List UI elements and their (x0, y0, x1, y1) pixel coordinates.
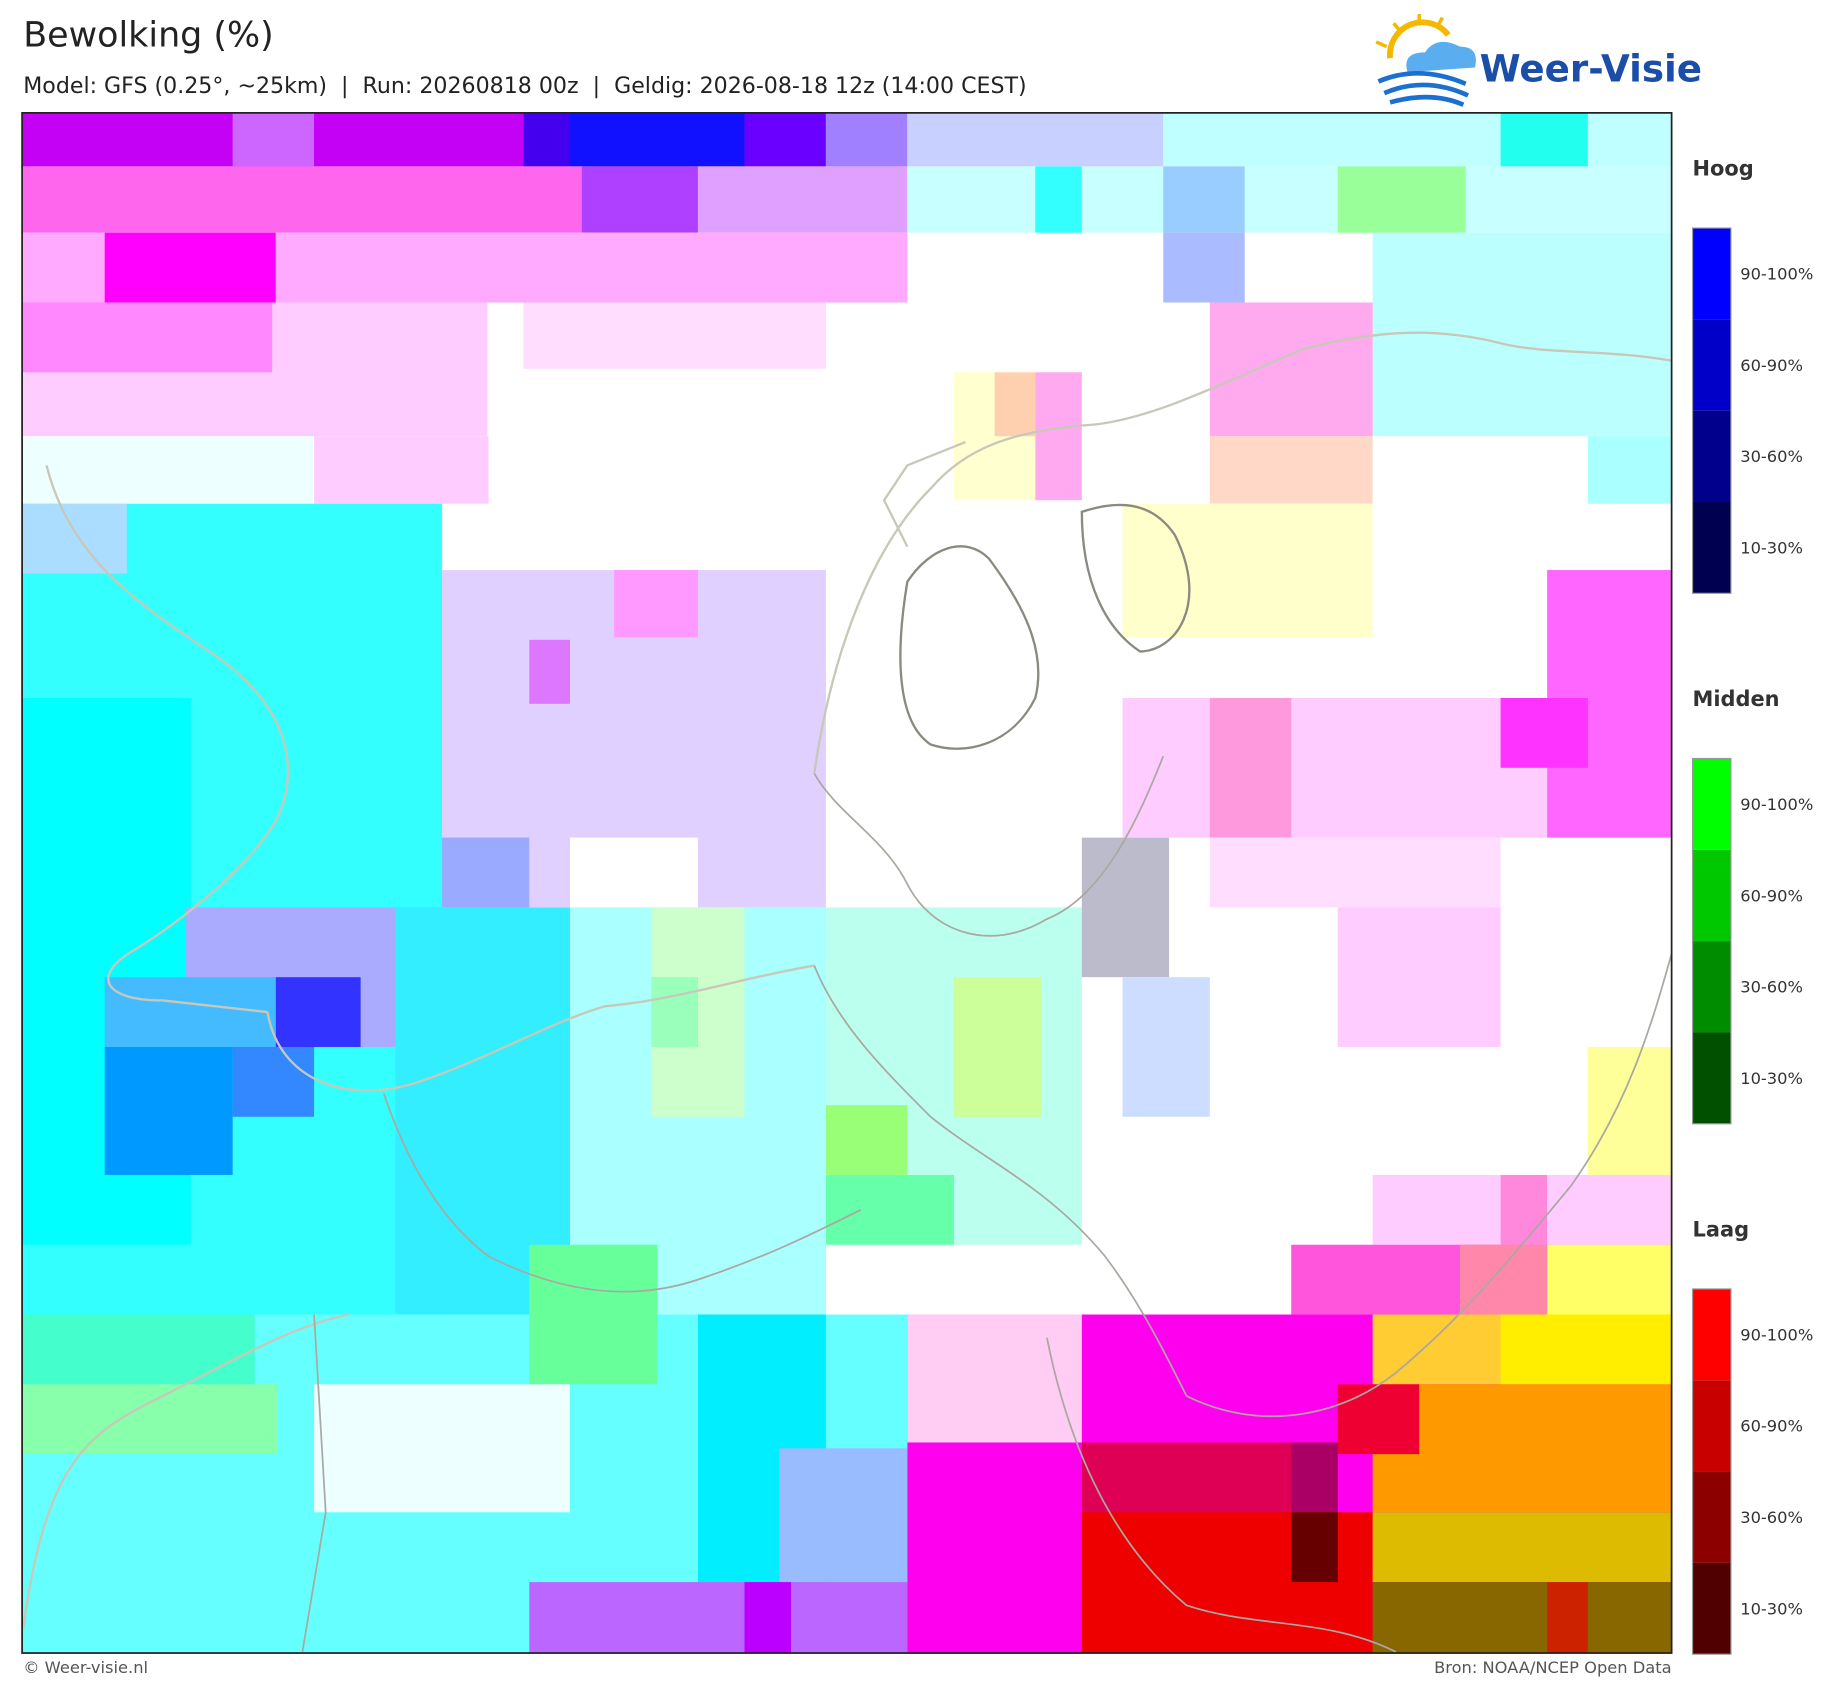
footer-left: © Weer-visie.nl (23, 1658, 148, 1677)
legend-swatch (1692, 758, 1731, 850)
legend-swatch (1692, 1562, 1731, 1655)
subtitle: Model: GFS (0.25°, ~25km) | Run: 2026081… (23, 73, 1026, 99)
legend-swatch (1692, 410, 1731, 502)
legend-heading: Hoog (1693, 157, 1754, 181)
legend-label: 90-100% (1740, 265, 1813, 284)
legend-swatch (1692, 849, 1731, 942)
legend-swatch (1692, 1032, 1731, 1124)
map (21, 112, 1673, 1654)
legend-swatch (1692, 1288, 1731, 1381)
legend-label: 10-30% (1740, 1599, 1803, 1618)
legend-label: 60-90% (1740, 356, 1803, 375)
legend-swatch (1692, 941, 1731, 1033)
legend-label: 10-30% (1740, 538, 1803, 557)
legend-swatch (1692, 319, 1731, 411)
legend-heading: Laag (1693, 1218, 1750, 1242)
legend-swatch (1692, 228, 1731, 320)
legend-label: 60-90% (1740, 1417, 1803, 1436)
legend-label: 60-90% (1740, 886, 1803, 905)
legend-swatch (1692, 1471, 1731, 1563)
legend-label: 90-100% (1740, 1325, 1813, 1344)
legend-frame (1691, 757, 1732, 1125)
legend: Hoog 90-100% 60-90% 30-60% 10-30% Midden 90-10… (1691, 157, 1813, 1655)
legend-frame (1691, 1288, 1732, 1655)
legend-heading: Midden (1693, 687, 1780, 711)
legend-label: 90-100% (1740, 795, 1813, 814)
logo-text: Weer-Visie (1480, 46, 1702, 90)
legend-label: 30-60% (1740, 978, 1803, 997)
title: Bewolking (%) (23, 16, 274, 56)
legend-frame (1691, 227, 1732, 594)
footer-right: Bron: NOAA/NCEP Open Data (1434, 1658, 1672, 1677)
legend-swatch (1692, 1380, 1731, 1472)
legend-label: 10-30% (1740, 1069, 1803, 1088)
legend-swatch (1692, 501, 1731, 594)
logo: Weer-Visie (1375, 13, 1702, 107)
legend-label: 30-60% (1740, 447, 1803, 466)
legend-label: 30-60% (1740, 1508, 1803, 1527)
